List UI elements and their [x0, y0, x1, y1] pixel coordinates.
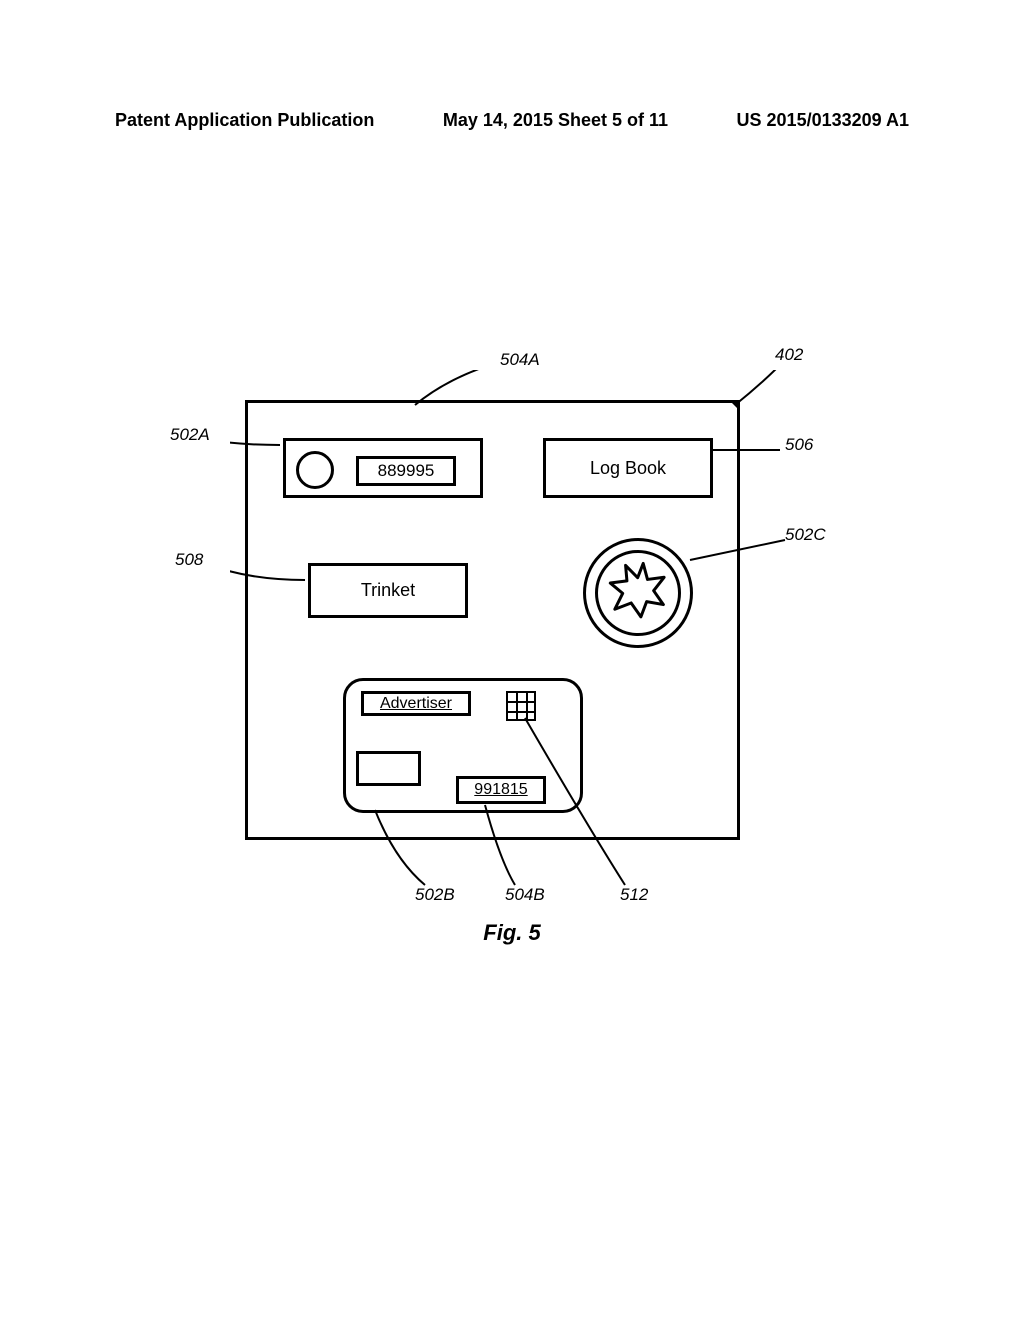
ref-512: 512 — [620, 885, 648, 905]
star-icon — [583, 538, 693, 648]
ref-504a: 504A — [500, 350, 540, 370]
ref-504b: 504B — [505, 885, 545, 905]
number-box-504b: 991815 — [456, 776, 546, 804]
page-header: Patent Application Publication May 14, 2… — [0, 110, 1024, 131]
figure-caption: Fig. 5 — [0, 920, 1024, 946]
logbook-box: Log Book — [543, 438, 713, 498]
ref-502c: 502C — [785, 525, 826, 545]
ref-506: 506 — [785, 435, 813, 455]
header-left: Patent Application Publication — [115, 110, 374, 131]
main-container-402: 889995 Log Book Trinket Advertiser 99181… — [245, 400, 740, 840]
header-right: US 2015/0133209 A1 — [737, 110, 909, 131]
card-512: Advertiser 991815 — [343, 678, 583, 813]
header-center: May 14, 2015 Sheet 5 of 11 — [443, 110, 668, 131]
circle-icon — [296, 451, 334, 489]
item-502a: 889995 — [283, 438, 483, 498]
badge-502c — [583, 538, 693, 648]
ref-502b: 502B — [415, 885, 455, 905]
ref-402: 402 — [775, 345, 803, 365]
figure-5: 889995 Log Book Trinket Advertiser 99181… — [230, 370, 740, 840]
small-rect-502b — [356, 751, 421, 786]
trinket-box: Trinket — [308, 563, 468, 618]
advertiser-label: Advertiser — [361, 691, 471, 716]
grid-icon — [506, 691, 536, 721]
number-box-504a: 889995 — [356, 456, 456, 486]
ref-508: 508 — [175, 550, 203, 570]
ref-502a: 502A — [170, 425, 210, 445]
